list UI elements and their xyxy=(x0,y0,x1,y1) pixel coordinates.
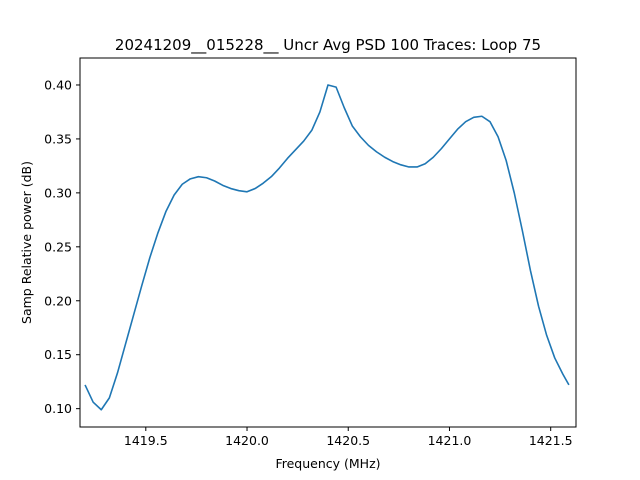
plot-frame xyxy=(79,57,577,428)
y-tick-label: 0.40 xyxy=(44,77,72,92)
x-tick-label: 1420.0 xyxy=(225,433,269,448)
y-tick-label: 0.25 xyxy=(44,239,72,254)
y-tick-label: 0.15 xyxy=(44,347,72,362)
y-tick-label: 0.35 xyxy=(44,131,72,146)
x-tick-label: 1421.5 xyxy=(529,433,573,448)
y-tick-label: 0.10 xyxy=(44,401,72,416)
x-tick-label: 1421.0 xyxy=(428,433,472,448)
chart-title: 20241209__015228__ Uncr Avg PSD 100 Trac… xyxy=(115,36,541,55)
series-line-0 xyxy=(84,84,570,411)
plot-area xyxy=(84,84,570,411)
y-axis: 0.10 0.15 0.20 0.25 0.30 0.35 0.40 xyxy=(44,77,80,416)
y-tick-label: 0.20 xyxy=(44,293,72,308)
x-axis-title: Frequency (MHz) xyxy=(275,456,380,471)
y-axis-title: Samp Relative power (dB) xyxy=(19,161,34,324)
x-tick-label: 1419.5 xyxy=(124,433,168,448)
y-tick-label: 0.30 xyxy=(44,185,72,200)
x-axis: 1419.5 1420.0 1420.5 1421.0 1421.5 xyxy=(124,427,573,448)
x-tick-label: 1420.5 xyxy=(326,433,370,448)
